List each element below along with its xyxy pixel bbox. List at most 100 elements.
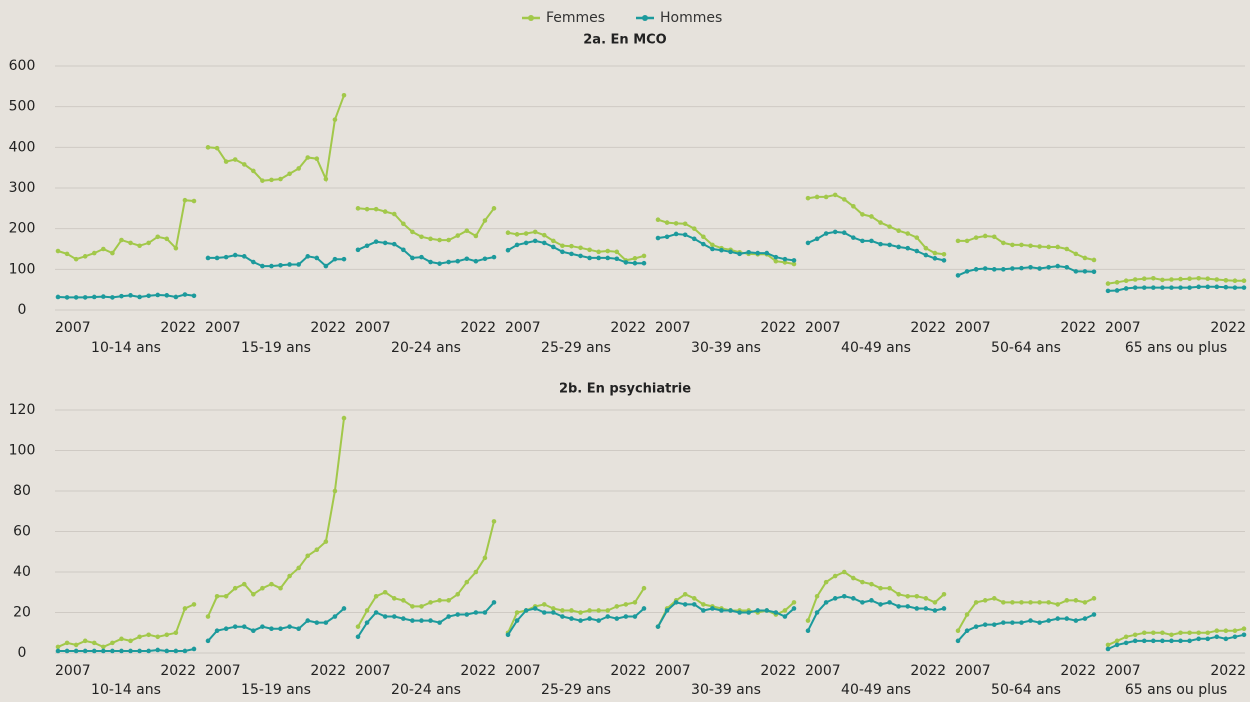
data-point [137,648,142,654]
series-line [207,417,345,617]
data-point [191,198,197,204]
data-point [128,240,133,246]
data-point [191,602,197,607]
data-point [1114,642,1120,648]
data-point [596,249,601,255]
data-point [982,233,988,239]
data-point [464,256,470,262]
x-tick-label: 2007 [1105,320,1141,336]
data-point [1105,646,1111,652]
data-point [764,608,770,613]
data-point [73,295,79,300]
data-point [1132,285,1138,290]
y-tick-label: 100 [9,443,36,459]
series-line [807,595,945,632]
data-point [860,238,865,244]
data-point [964,612,970,617]
data-point [641,606,647,611]
data-point [632,600,638,605]
data-point [805,195,811,201]
series-line [1107,277,1244,285]
data-point [532,238,538,244]
data-point [551,244,556,250]
data-point [241,581,247,587]
data-point [569,243,574,249]
series-line [657,218,795,265]
data-point [1214,277,1220,282]
data-point [391,596,397,601]
data-point [605,608,611,613]
data-point [391,241,397,247]
data-point [991,596,997,601]
data-point [1091,612,1097,617]
data-point [205,638,211,644]
data-point [782,260,788,265]
data-point [91,648,97,654]
y-tick-label: 120 [9,402,36,418]
data-point [296,262,301,267]
data-point [1205,630,1211,636]
group-label: 15-19 ans [241,682,311,698]
data-point [119,648,124,654]
data-point [1151,638,1156,644]
data-point [241,254,247,259]
data-point [82,254,88,259]
data-point [560,243,565,249]
data-point [232,157,238,162]
data-point [214,628,220,634]
data-point [814,194,820,200]
data-point [1055,263,1061,269]
data-point [473,258,479,264]
data-point [805,618,811,623]
data-point [1132,638,1138,644]
data-point [782,614,788,619]
data-point [991,267,997,272]
data-point [182,648,188,654]
data-point [932,608,938,613]
data-point [55,648,61,654]
data-point [155,292,161,298]
data-point [691,236,697,242]
data-point [223,626,229,631]
data-point [569,616,574,621]
data-point [419,604,424,609]
data-point [55,248,61,254]
data-point [887,585,892,591]
data-point [1028,618,1033,623]
series-line [357,521,495,628]
data-point [305,618,311,623]
data-point [964,269,970,274]
data-point [719,608,724,613]
data-point [841,230,847,236]
data-point [878,602,883,607]
data-point [541,610,547,615]
group-label: 40-49 ans [841,340,911,356]
data-point [1114,288,1120,293]
data-point [205,614,211,619]
group-label: 20-24 ans [391,340,461,356]
data-point [673,221,679,226]
data-point [1046,618,1051,623]
data-point [1082,255,1088,261]
data-point [110,250,115,256]
data-point [82,295,88,300]
data-point [860,212,865,217]
data-point [428,236,433,242]
data-point [1205,284,1211,290]
data-point [578,610,583,615]
data-point [560,608,565,613]
data-point [887,224,892,229]
data-point [1055,244,1061,250]
data-point [401,221,406,227]
data-point [991,234,997,240]
data-point [551,606,556,611]
data-point [841,569,847,575]
data-point [332,614,338,619]
data-point [332,117,338,122]
data-point [1187,285,1192,290]
data-point [391,211,397,217]
data-point [560,249,565,255]
data-point [1160,285,1165,290]
data-point [1178,638,1183,644]
series-line [958,234,1095,261]
